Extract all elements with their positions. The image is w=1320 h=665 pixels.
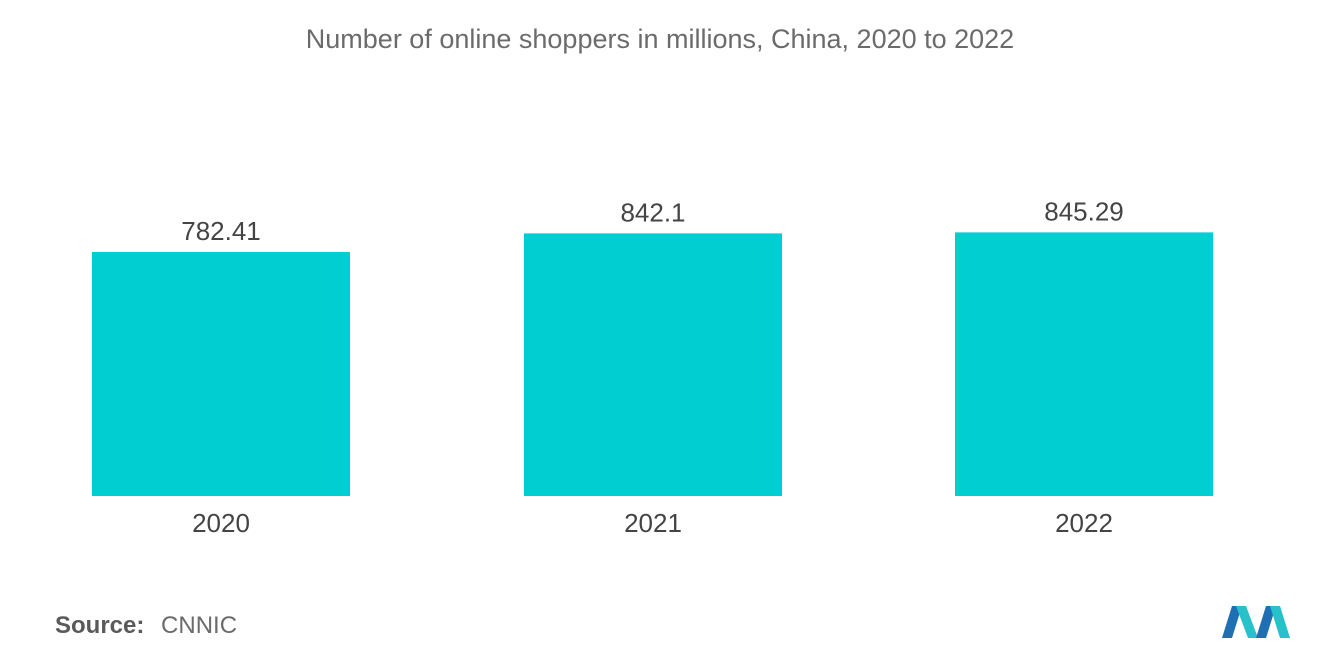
source-note: Source: CNNIC <box>55 612 237 640</box>
data-label-2020: 782.41 <box>181 216 261 246</box>
data-label-2022: 845.29 <box>1044 196 1124 226</box>
x-tick-label-2020: 2020 <box>192 508 250 538</box>
x-tick-label-2022: 2022 <box>1055 508 1113 538</box>
logo-right-stroke <box>1256 606 1276 638</box>
data-label-2021: 842.1 <box>620 197 685 227</box>
brand-logo-icon <box>1222 606 1290 638</box>
bar-2021 <box>524 233 782 496</box>
source-value: CNNIC <box>161 612 238 639</box>
x-tick-label-2021: 2021 <box>624 508 682 538</box>
logo-end-stroke <box>1270 606 1290 638</box>
bar-2020 <box>92 252 350 496</box>
source-label: Source: <box>55 612 145 639</box>
logo-middle-stroke <box>1236 606 1258 638</box>
logo-left-stroke <box>1222 606 1242 638</box>
chart-title: Number of online shoppers in millions, C… <box>305 24 1015 54</box>
bar-chart: 782.41 2020 842.1 2021 845.29 2022 <box>92 196 1213 538</box>
bar-2022 <box>955 232 1213 496</box>
